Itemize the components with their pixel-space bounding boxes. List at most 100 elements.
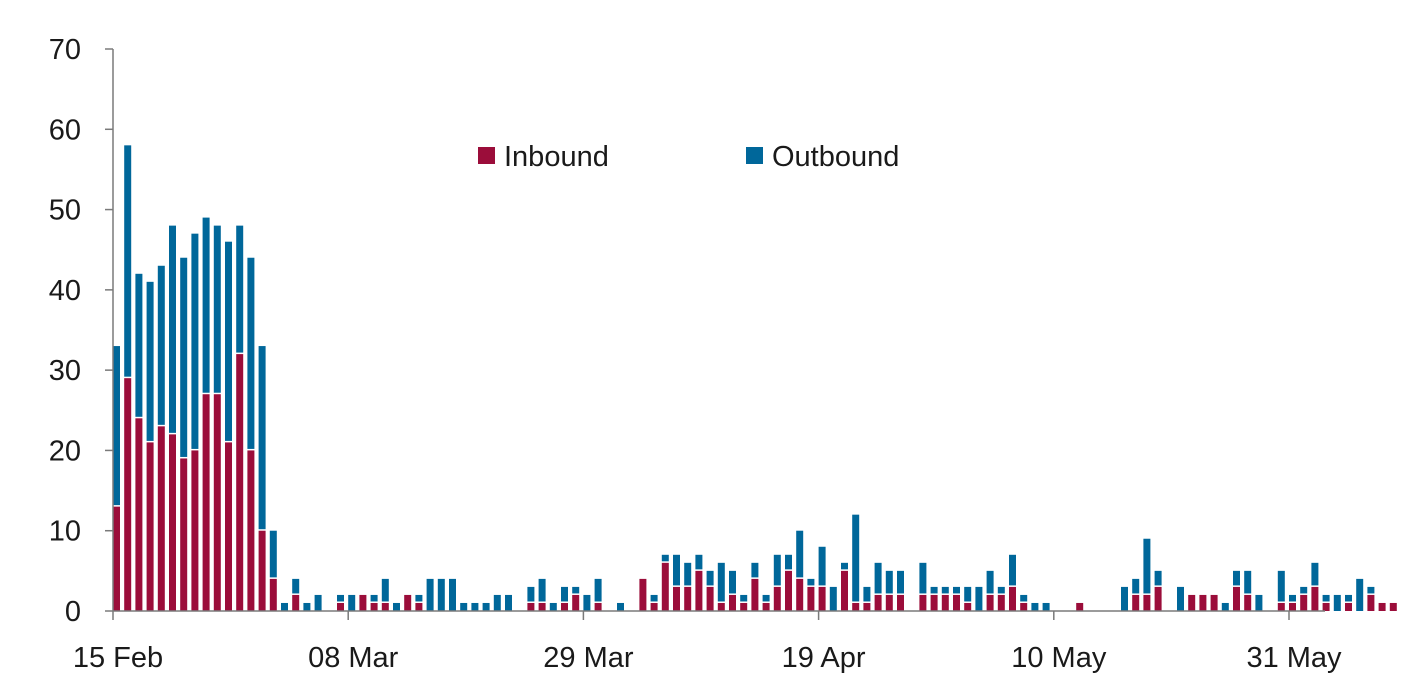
outbound-bar xyxy=(303,602,311,611)
legend-label-inbound: Inbound xyxy=(504,141,609,173)
x-tick-label: 10 May xyxy=(1011,642,1107,674)
inbound-bar xyxy=(874,594,882,611)
inbound-bar xyxy=(247,450,255,611)
inbound-bar xyxy=(381,602,389,611)
outbound-bar xyxy=(1121,586,1128,611)
outbound-bar xyxy=(437,578,445,611)
outbound-bar xyxy=(370,594,378,602)
inbound-bar xyxy=(113,506,120,611)
inbound-bar xyxy=(796,578,804,611)
inbound-bar xyxy=(225,442,232,611)
outbound-bar xyxy=(874,562,882,594)
y-tick-label: 50 xyxy=(49,195,81,227)
inbound-bar xyxy=(1020,602,1028,611)
outbound-bar xyxy=(1009,554,1016,586)
inbound-bar xyxy=(762,602,770,611)
inbound-bar xyxy=(807,586,815,611)
y-tick-label: 70 xyxy=(49,34,81,66)
inbound-bar xyxy=(1210,594,1218,611)
inbound-bar xyxy=(706,586,714,611)
inbound-bars xyxy=(113,354,1397,611)
outbound-bar xyxy=(505,594,512,611)
inbound-bar xyxy=(964,602,972,611)
outbound-bar xyxy=(337,594,344,602)
outbound-bar xyxy=(695,554,703,570)
outbound-bar xyxy=(1322,594,1330,602)
outbound-bar xyxy=(269,530,277,578)
outbound-bar xyxy=(1367,586,1375,594)
inbound-bar xyxy=(1132,594,1140,611)
inbound-bar xyxy=(650,602,658,611)
inbound-bar xyxy=(717,602,725,611)
inbound-bar xyxy=(841,570,848,611)
outbound-bar xyxy=(617,602,624,611)
inbound-bar xyxy=(897,594,904,611)
inbound-bar xyxy=(1345,602,1352,611)
legend: Inbound Outbound xyxy=(478,141,899,173)
outbound-bar xyxy=(594,578,602,602)
outbound-bar xyxy=(1244,570,1252,594)
outbound-bar xyxy=(717,562,725,602)
outbound-bar xyxy=(538,578,546,602)
x-tick-label: 15 Feb xyxy=(73,642,163,674)
y-tick-label: 20 xyxy=(49,435,81,467)
outbound-bar xyxy=(415,594,423,602)
outbound-bar xyxy=(706,570,714,586)
outbound-bar xyxy=(292,578,300,594)
inbound-bar xyxy=(415,602,423,611)
inbound-bar xyxy=(1322,602,1330,611)
outbound-bars xyxy=(113,145,1375,611)
outbound-bar xyxy=(213,225,221,393)
y-tick-label: 10 xyxy=(49,516,81,548)
outbound-bar xyxy=(460,602,468,611)
outbound-bar xyxy=(191,233,199,449)
outbound-bar xyxy=(1042,602,1050,611)
outbound-bar xyxy=(1132,578,1140,594)
outbound-bar xyxy=(449,578,456,611)
y-axis-ticks: 0 10 20 30 40 50 60 70 xyxy=(49,34,113,628)
inbound-bar xyxy=(885,594,893,611)
outbound-bar xyxy=(527,586,535,602)
outbound-bar xyxy=(225,241,232,441)
inbound-bar xyxy=(1143,594,1151,611)
inbound-bar xyxy=(930,594,938,611)
inbound-bar xyxy=(953,594,960,611)
outbound-bar xyxy=(762,594,770,602)
outbound-bar xyxy=(482,602,490,611)
outbound-bar xyxy=(1356,578,1364,611)
outbound-bar xyxy=(829,586,837,611)
inbound-bar xyxy=(818,586,826,611)
legend-swatch-inbound xyxy=(478,147,495,164)
outbound-bar xyxy=(583,594,591,611)
inbound-bar xyxy=(1154,586,1162,611)
inbound-bar xyxy=(1199,594,1207,611)
outbound-bar xyxy=(964,586,972,602)
outbound-bar xyxy=(897,570,904,594)
inbound-bar xyxy=(639,578,647,611)
inbound-bar xyxy=(1233,586,1240,611)
inbound-bar xyxy=(1311,586,1319,611)
inbound-bar xyxy=(594,602,602,611)
y-tick-label: 30 xyxy=(49,355,81,387)
outbound-bar xyxy=(258,346,266,530)
inbound-bar xyxy=(1076,602,1084,611)
inbound-bar xyxy=(157,426,165,611)
x-tick-label: 19 Apr xyxy=(782,642,866,674)
x-tick-label: 08 Mar xyxy=(308,642,399,674)
outbound-bar xyxy=(941,586,949,594)
outbound-bar xyxy=(661,554,669,562)
outbound-bar xyxy=(841,562,848,570)
outbound-bar xyxy=(314,594,322,611)
outbound-bar xyxy=(930,586,938,594)
inbound-bar xyxy=(740,602,748,611)
outbound-bar xyxy=(1289,594,1296,602)
inbound-bar xyxy=(202,394,210,611)
outbound-bar xyxy=(986,570,994,594)
inbound-bar xyxy=(729,594,736,611)
outbound-bar xyxy=(1345,594,1352,602)
outbound-bar xyxy=(124,145,132,377)
outbound-bar xyxy=(113,346,120,506)
inbound-bar xyxy=(146,442,154,611)
inbound-bar xyxy=(785,570,792,611)
outbound-bar xyxy=(673,554,680,586)
